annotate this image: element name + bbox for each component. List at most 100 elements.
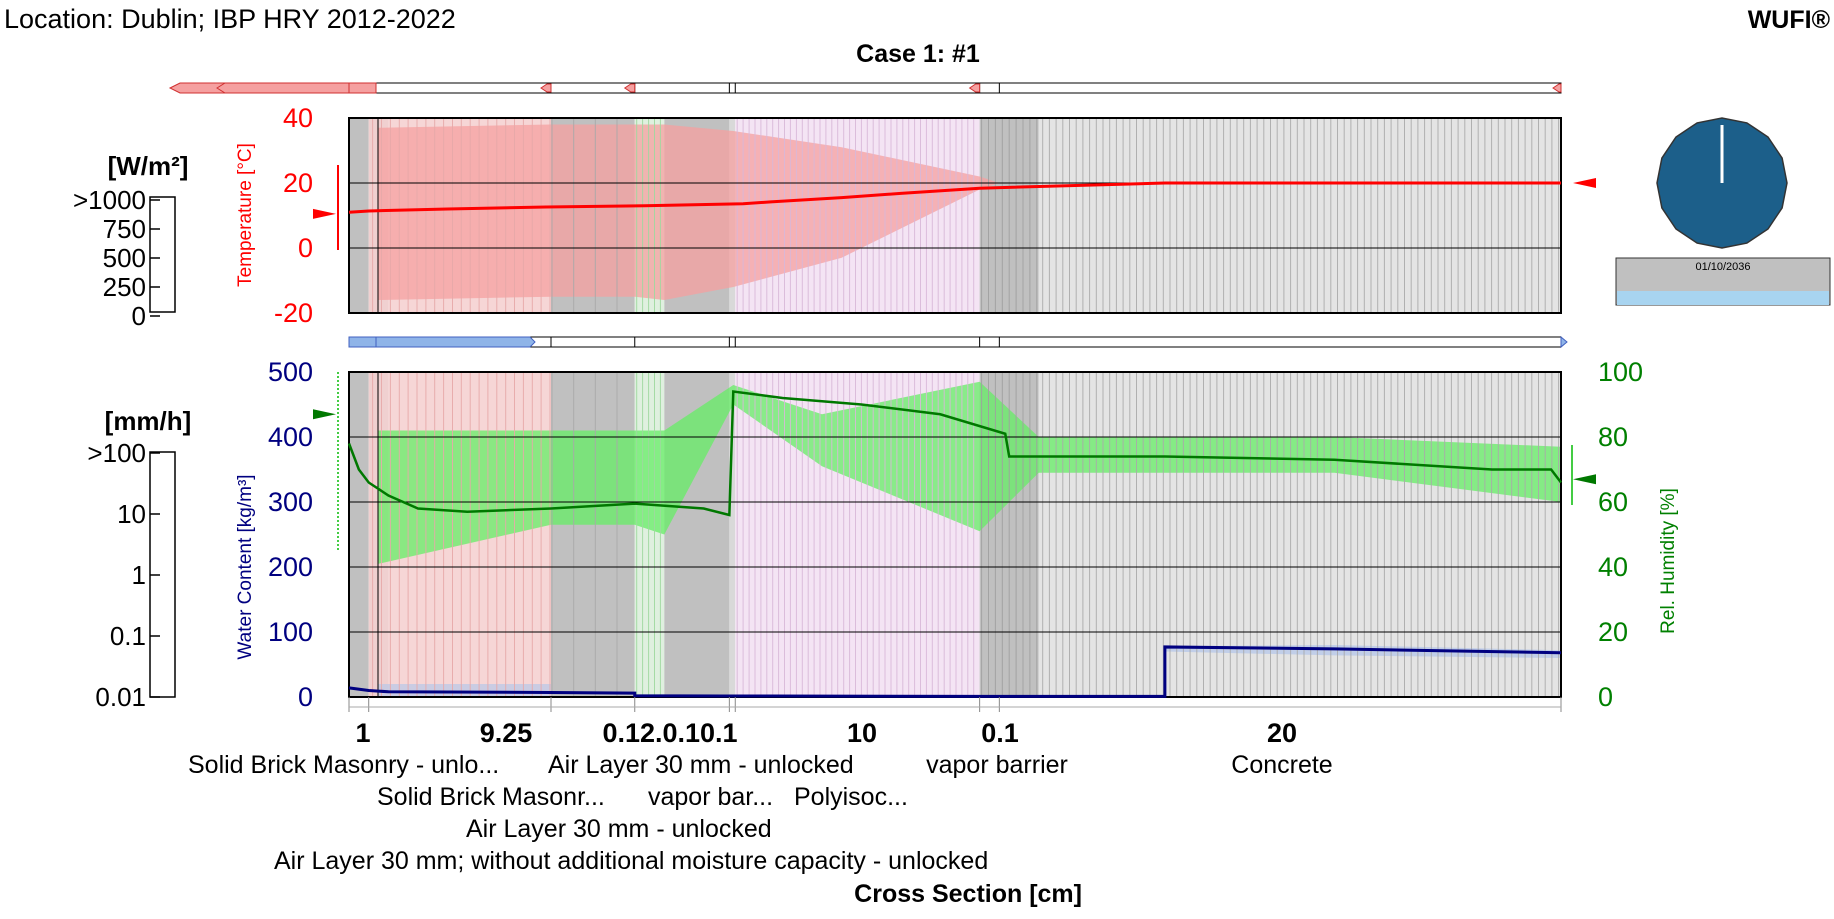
heat-strip-marker-1 (623, 83, 636, 93)
mesh (636, 118, 661, 697)
temperature-axis: 40 20 0 -20 (274, 103, 313, 328)
strip-exterior-rain (348, 336, 377, 348)
rh-tick-label: 0 (1598, 682, 1613, 712)
temperature-tick-label: 0 (298, 233, 313, 263)
x-tick-label: 20 (1267, 718, 1297, 748)
rh-tick-label: 100 (1598, 357, 1643, 387)
water-content-axis-label: Water Content [kg/m³] (235, 474, 256, 659)
water-content-axis: 500 400 300 200 100 0 (268, 357, 313, 712)
heat-flux-unit: [W/m²] (108, 151, 189, 181)
exterior-heat-arrow2 (216, 82, 350, 94)
interior-heat-marker (1552, 83, 1562, 93)
layer-band-9-1 (1038, 372, 1561, 697)
temperature-line (348, 181, 1561, 214)
exterior-heat-arrow (168, 82, 350, 94)
temperature-plot-frame (348, 117, 1562, 314)
rain-tick-label: 1 (132, 560, 146, 590)
location-title: Location: Dublin; IBP HRY 2012-2022 (4, 4, 456, 34)
brand-logo: WUFI® (1748, 6, 1831, 34)
layer-labels: Solid Brick Masonry - unlo... Air Layer … (188, 751, 1333, 875)
layer-band-0-1 (349, 372, 369, 697)
water-content-tick-label: 100 (268, 617, 313, 647)
layer-label-concrete: Concrete (1231, 751, 1332, 779)
mesh (551, 118, 618, 697)
temp-exterior-marker (313, 208, 336, 219)
hf-tick-label: 250 (103, 272, 146, 302)
rain-tick-label: 0.1 (110, 621, 146, 651)
strip-layer-marks (540, 83, 1000, 347)
mesh (981, 118, 1038, 697)
x-tick-label: 10 (847, 718, 877, 748)
layer-band-6-1 (729, 372, 736, 697)
temperature-tick-label: -20 (274, 298, 313, 328)
temperature-tick-label: 20 (283, 168, 313, 198)
boundary-markers (313, 165, 1596, 550)
layer-band-0-0 (349, 118, 369, 313)
layer-label-polyiso: Polyisoc... (794, 783, 908, 811)
date-progress-bar (1617, 291, 1829, 305)
clock-widget: 01/10/2036 (1615, 117, 1831, 306)
x-tick-label: 1 (355, 718, 370, 748)
rain-arrow-interior (1560, 335, 1568, 349)
rel-humidity-axis: 100 80 60 40 20 0 (1598, 357, 1643, 712)
rh-interior-marker (1573, 474, 1596, 485)
rh-tick-label: 80 (1598, 422, 1628, 452)
layer-label-air-3: Air Layer 30 mm; without additional mois… (274, 847, 988, 875)
hf-tick-label: 0 (132, 301, 146, 331)
layer-label-vapor-barrier: vapor barrier (926, 751, 1068, 779)
temperature-axis-label: Temperature [°C] (235, 143, 256, 287)
clock-date: 01/10/2036 (1695, 261, 1750, 273)
water-content-tick-label: 0 (298, 682, 313, 712)
rh-tick-label: 60 (1598, 487, 1628, 517)
hf-tick-label: 500 (103, 243, 146, 273)
heat-strip-marker-2 (968, 83, 981, 93)
rh-envelope (378, 381, 1561, 564)
layer-label-air-1: Air Layer 30 mm - unlocked (548, 751, 854, 779)
grid-mesh-lines (372, 118, 1560, 697)
water-content-line (348, 645, 1562, 698)
mesh (372, 118, 551, 697)
heat-flux-scale-bar (149, 196, 176, 313)
temp-interior-marker (1573, 178, 1596, 188)
rh-exterior-marker (313, 409, 336, 420)
layer-label-brick-2: Solid Brick Masonr... (377, 783, 605, 811)
temperature-tick-label: 40 (283, 103, 313, 133)
hf-tick-label: >1000 (73, 185, 146, 215)
water-content-tick-label: 400 (268, 422, 313, 452)
hf-tick-label: 750 (103, 214, 146, 244)
x-tick-label: 0.12.0.10.1 (602, 718, 737, 748)
x-tick-label: 0.1 (981, 718, 1019, 748)
layer-band-4-1 (634, 372, 665, 697)
rh-range-band (378, 381, 1561, 564)
mesh (736, 118, 975, 697)
layer-label-brick-1: Solid Brick Masonry - unlo... (188, 751, 499, 779)
rel-humidity-axis-label: Rel. Humidity [%] (1658, 488, 1679, 634)
rain-unit: [mm/h] (105, 406, 192, 436)
cross-section-axis: 1 9.25 0.12.0.10.1 10 0.1 20 (348, 697, 1562, 748)
rain-tick-label: >100 (87, 438, 146, 468)
strip-exterior-heat (348, 82, 377, 94)
water-content-tick-label: 200 (268, 552, 313, 582)
water-content-tick-label: 500 (268, 357, 313, 387)
cross-section-axis-label: Cross Section [cm] (854, 880, 1082, 908)
gridlines (349, 118, 1561, 697)
rh-tick-label: 20 (1598, 617, 1628, 647)
rel-humidity-line (347, 390, 1562, 517)
case-title: Case 1: #1 (856, 40, 980, 68)
rh-tick-label: 40 (1598, 552, 1628, 582)
temperature-boundary-strip (348, 82, 1562, 94)
layer-band-9-0 (1038, 118, 1561, 313)
layer-label-vapor-bar: vapor bar... (648, 783, 773, 811)
rain-tick-label: 0.01 (95, 682, 146, 712)
rain-arrow (375, 336, 536, 348)
mesh (1042, 118, 1560, 697)
rain-tick-label: 10 (117, 499, 146, 529)
boundary-strips (168, 82, 1568, 349)
layer-band-3-1 (551, 372, 635, 697)
rain-legend: [mm/h] >100 10 1 0.1 0.01 (87, 406, 191, 712)
layer-label-air-2: Air Layer 30 mm - unlocked (466, 815, 772, 843)
x-tick-label: 9.25 (480, 718, 533, 748)
